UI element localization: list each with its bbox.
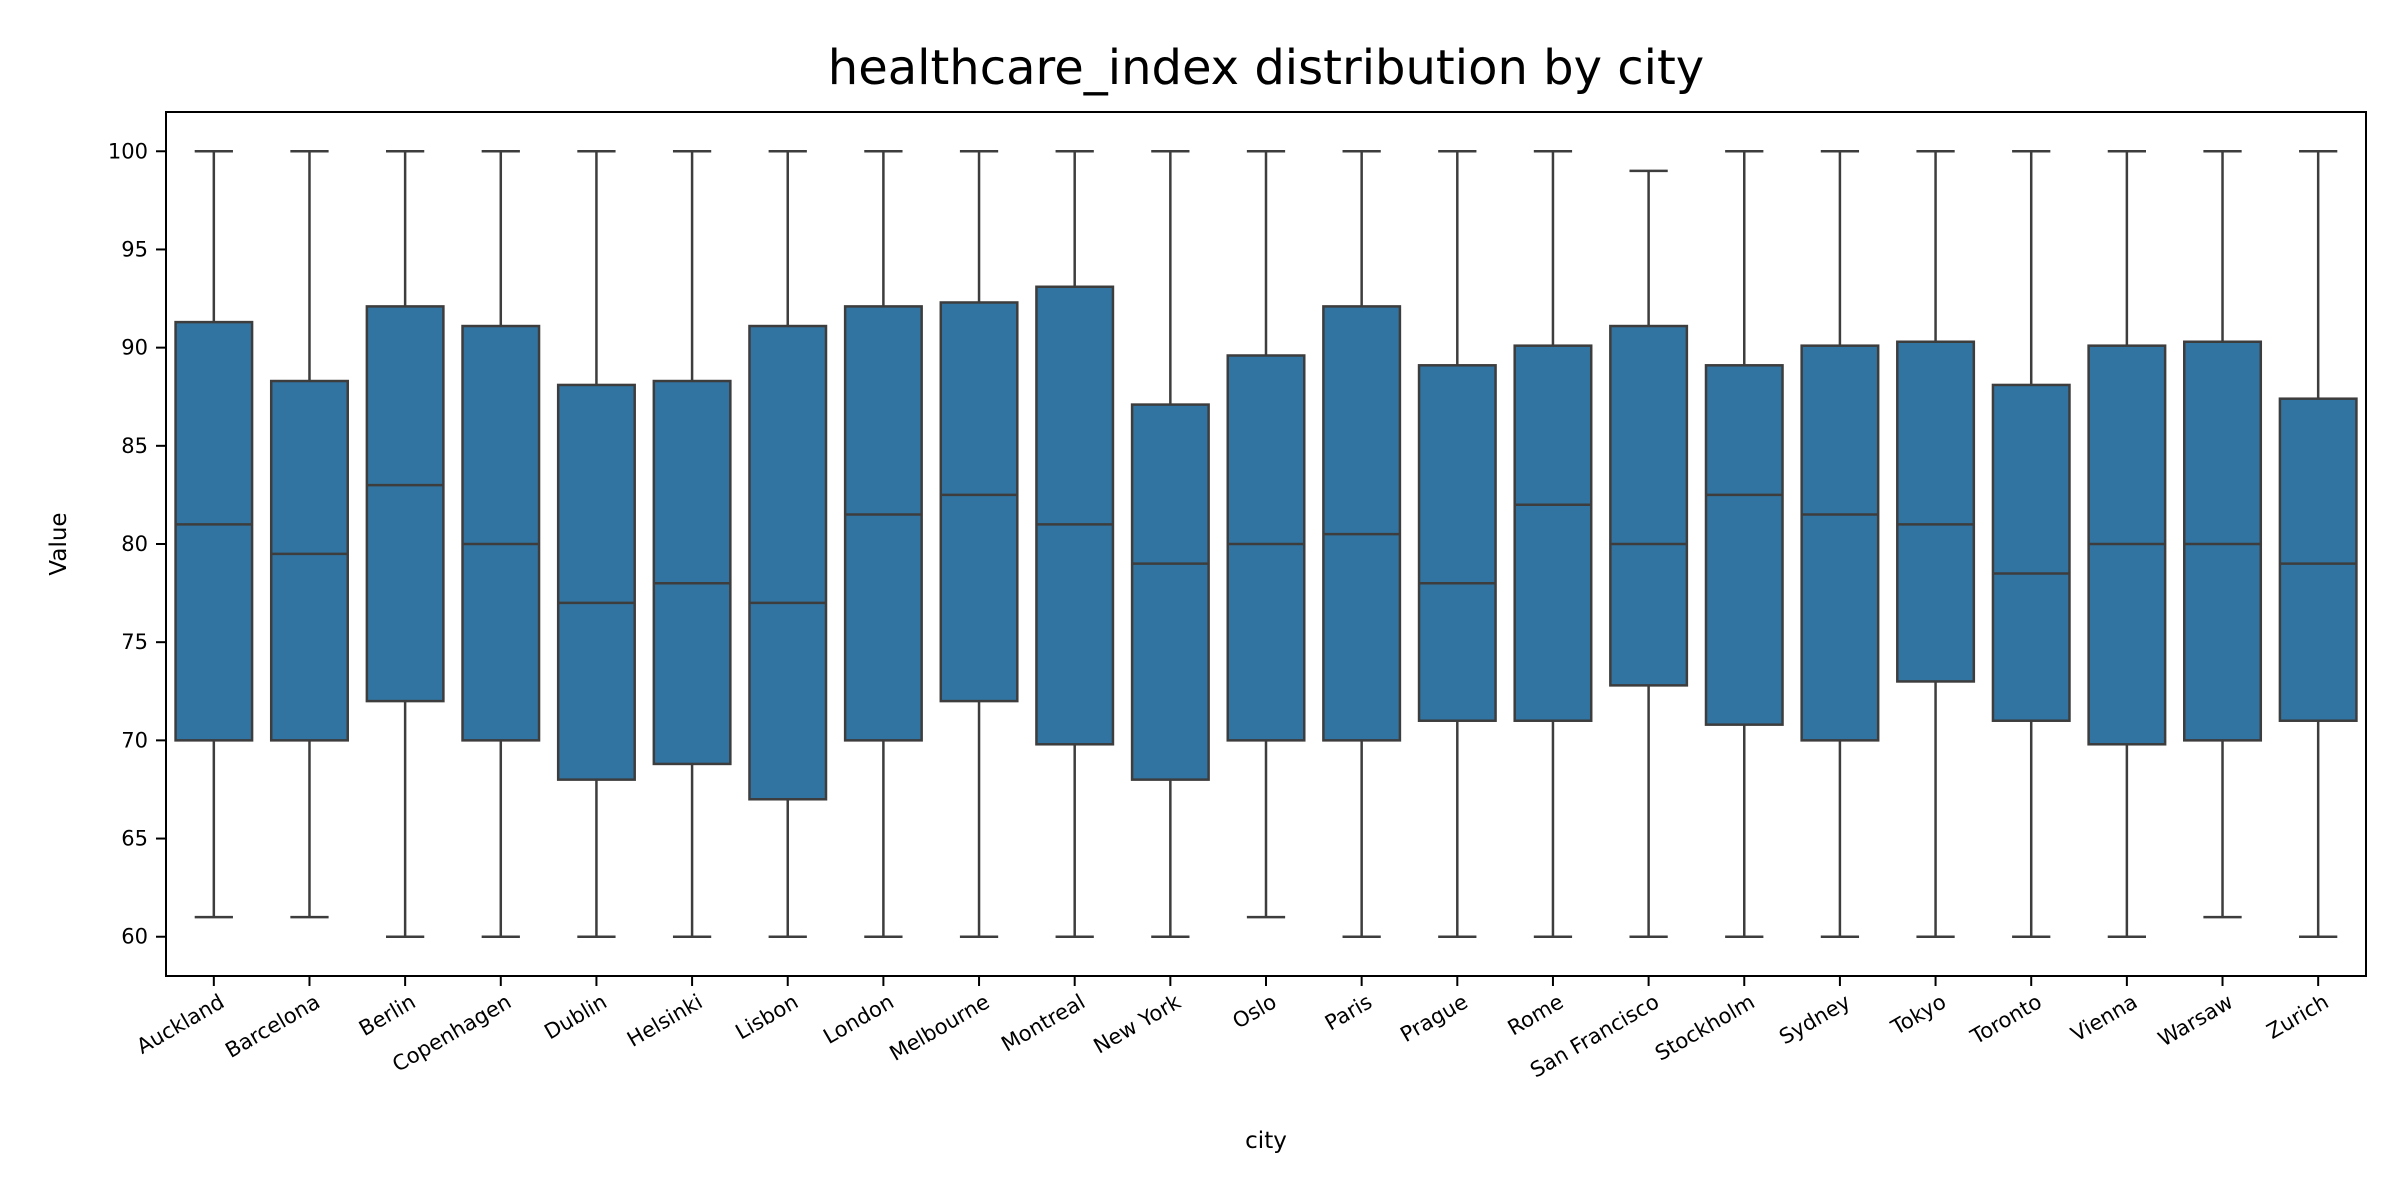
iqr-box bbox=[365, 305, 445, 703]
box-dublin bbox=[556, 150, 636, 938]
y-axis: 60 65 70 75 80 85 90 95 100 bbox=[108, 139, 166, 949]
iqr-box bbox=[556, 383, 636, 781]
y-tick-label: 75 bbox=[121, 630, 148, 654]
iqr-box bbox=[748, 324, 828, 801]
x-axis-label: city bbox=[1245, 1128, 1287, 1154]
iqr-box bbox=[1800, 344, 1880, 742]
box-berlin bbox=[365, 150, 445, 938]
box-vienna bbox=[2087, 150, 2167, 938]
boxes-group bbox=[174, 150, 2358, 938]
box-toronto bbox=[1991, 150, 2071, 938]
box-paris bbox=[1322, 150, 1402, 938]
iqr-box bbox=[1513, 344, 1593, 722]
box-auckland bbox=[174, 150, 254, 919]
iqr-box bbox=[1609, 324, 1689, 687]
box-lisbon bbox=[748, 150, 828, 938]
iqr-box bbox=[843, 305, 923, 742]
box-montreal bbox=[1035, 150, 1115, 938]
iqr-box bbox=[1130, 403, 1210, 781]
plot-area-frame bbox=[165, 111, 2367, 977]
box-london bbox=[843, 150, 923, 938]
box-warsaw bbox=[2183, 150, 2263, 919]
box-san-francisco bbox=[1609, 169, 1689, 938]
iqr-box bbox=[1417, 364, 1497, 722]
box-melbourne bbox=[939, 150, 1019, 938]
iqr-box bbox=[461, 324, 541, 742]
iqr-box bbox=[269, 379, 349, 742]
box-oslo bbox=[1226, 150, 1306, 919]
chart-title: healthcare_index distribution by city bbox=[828, 40, 1704, 96]
box-sydney bbox=[1800, 150, 1880, 938]
iqr-box bbox=[939, 301, 1019, 703]
box-copenhagen bbox=[461, 150, 541, 938]
y-tick-label: 85 bbox=[121, 434, 148, 458]
box-barcelona bbox=[269, 150, 349, 919]
y-tick-label: 80 bbox=[121, 532, 148, 556]
iqr-box bbox=[1322, 305, 1402, 742]
iqr-box bbox=[1896, 340, 1976, 683]
iqr-box bbox=[174, 320, 254, 742]
y-tick-label: 95 bbox=[121, 237, 148, 261]
iqr-box bbox=[2183, 340, 2263, 742]
y-tick-label: 65 bbox=[121, 827, 148, 851]
y-tick-label: 70 bbox=[121, 728, 148, 752]
iqr-box bbox=[1991, 383, 2071, 722]
box-rome bbox=[1513, 150, 1593, 938]
box-zurich bbox=[2278, 150, 2358, 938]
box-helsinki bbox=[652, 150, 732, 938]
box-tokyo bbox=[1896, 150, 1976, 938]
box-new-york bbox=[1130, 150, 1210, 938]
iqr-box bbox=[1035, 285, 1115, 746]
y-tick-label: 100 bbox=[108, 139, 148, 163]
box-stockholm bbox=[1704, 150, 1784, 938]
y-tick-label: 60 bbox=[121, 925, 148, 949]
y-axis-label: Value bbox=[46, 512, 72, 575]
box-prague bbox=[1417, 150, 1497, 938]
iqr-box bbox=[2278, 397, 2358, 722]
iqr-box bbox=[652, 379, 732, 766]
iqr-box bbox=[1226, 354, 1306, 742]
iqr-box bbox=[1704, 364, 1784, 726]
y-tick-label: 90 bbox=[121, 336, 148, 360]
